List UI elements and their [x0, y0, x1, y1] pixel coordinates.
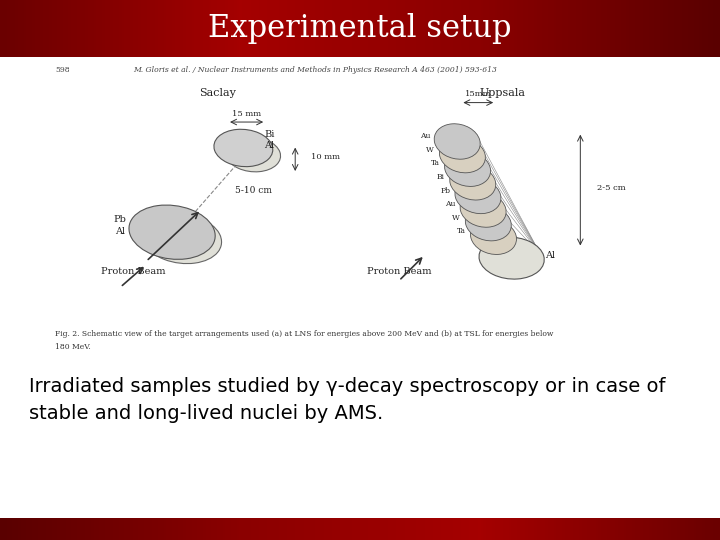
Text: W: W	[426, 146, 434, 154]
Text: Al: Al	[115, 227, 125, 236]
Text: W: W	[452, 214, 460, 222]
Text: Pb: Pb	[114, 215, 127, 225]
Text: 15 mm: 15 mm	[232, 110, 261, 118]
Text: 598: 598	[55, 66, 70, 74]
Ellipse shape	[214, 129, 273, 167]
Ellipse shape	[444, 151, 490, 186]
Text: Al: Al	[264, 141, 274, 150]
Ellipse shape	[439, 137, 485, 173]
Text: Irradiated samples studied by γ-decay spectroscopy or in case of: Irradiated samples studied by γ-decay sp…	[29, 376, 665, 396]
Ellipse shape	[470, 219, 516, 254]
Text: 10 mm: 10 mm	[311, 153, 341, 161]
Text: Pb: Pb	[441, 187, 451, 195]
Text: Saclay: Saclay	[199, 88, 236, 98]
Text: Proton Beam: Proton Beam	[366, 267, 431, 276]
Ellipse shape	[450, 165, 496, 200]
Text: stable and long-lived nuclei by AMS.: stable and long-lived nuclei by AMS.	[29, 403, 383, 423]
Text: Proton Beam: Proton Beam	[101, 267, 166, 276]
Ellipse shape	[225, 137, 281, 172]
Text: Bi: Bi	[264, 130, 274, 139]
Text: Fig. 2. Schematic view of the target arrangements used (a) at LNS for energies a: Fig. 2. Schematic view of the target arr…	[55, 330, 554, 338]
Ellipse shape	[455, 178, 501, 214]
Text: Bi: Bi	[436, 173, 444, 181]
Ellipse shape	[479, 237, 544, 279]
Text: Ta: Ta	[456, 227, 466, 235]
Ellipse shape	[142, 214, 222, 264]
Text: 2-5 cm: 2-5 cm	[596, 184, 625, 192]
Text: Ta: Ta	[431, 159, 440, 167]
Text: 15mm: 15mm	[464, 90, 491, 98]
Ellipse shape	[460, 192, 506, 227]
Ellipse shape	[434, 124, 480, 159]
Ellipse shape	[465, 205, 511, 241]
Text: Au: Au	[420, 132, 430, 140]
Ellipse shape	[129, 205, 215, 259]
Text: Uppsala: Uppsala	[480, 88, 526, 98]
Text: 5-10 cm: 5-10 cm	[235, 186, 271, 195]
Text: Au: Au	[446, 200, 456, 208]
Text: M. Gloris et al. / Nuclear Instruments and Methods in Physics Research A 463 (20: M. Gloris et al. / Nuclear Instruments a…	[133, 66, 497, 74]
Text: Al: Al	[546, 251, 556, 260]
Text: 180 MeV.: 180 MeV.	[55, 343, 91, 351]
Text: Experimental setup: Experimental setup	[208, 13, 512, 44]
